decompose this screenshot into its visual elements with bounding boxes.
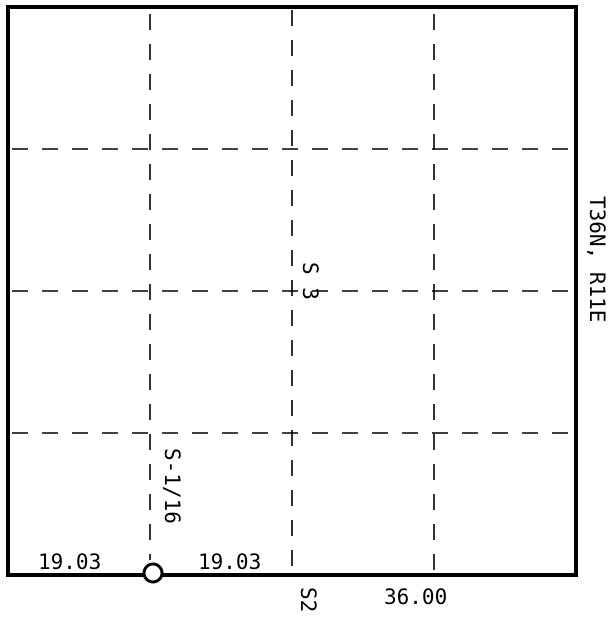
section-label: S 3	[298, 262, 322, 300]
township-range-label: T36N, R11E	[585, 196, 609, 322]
sixteenth-corner-label: S-1/16	[160, 448, 184, 524]
distance-label-left: 19.03	[38, 550, 101, 574]
corner-label-s2: S2	[296, 587, 320, 612]
sixteenth-corner-marker	[142, 562, 164, 584]
distance-label-middle: 19.03	[198, 550, 261, 574]
distance-label-right: 36.00	[384, 585, 447, 609]
section-boundary	[6, 5, 578, 575]
grid-horizontal-lines	[12, 148, 572, 434]
